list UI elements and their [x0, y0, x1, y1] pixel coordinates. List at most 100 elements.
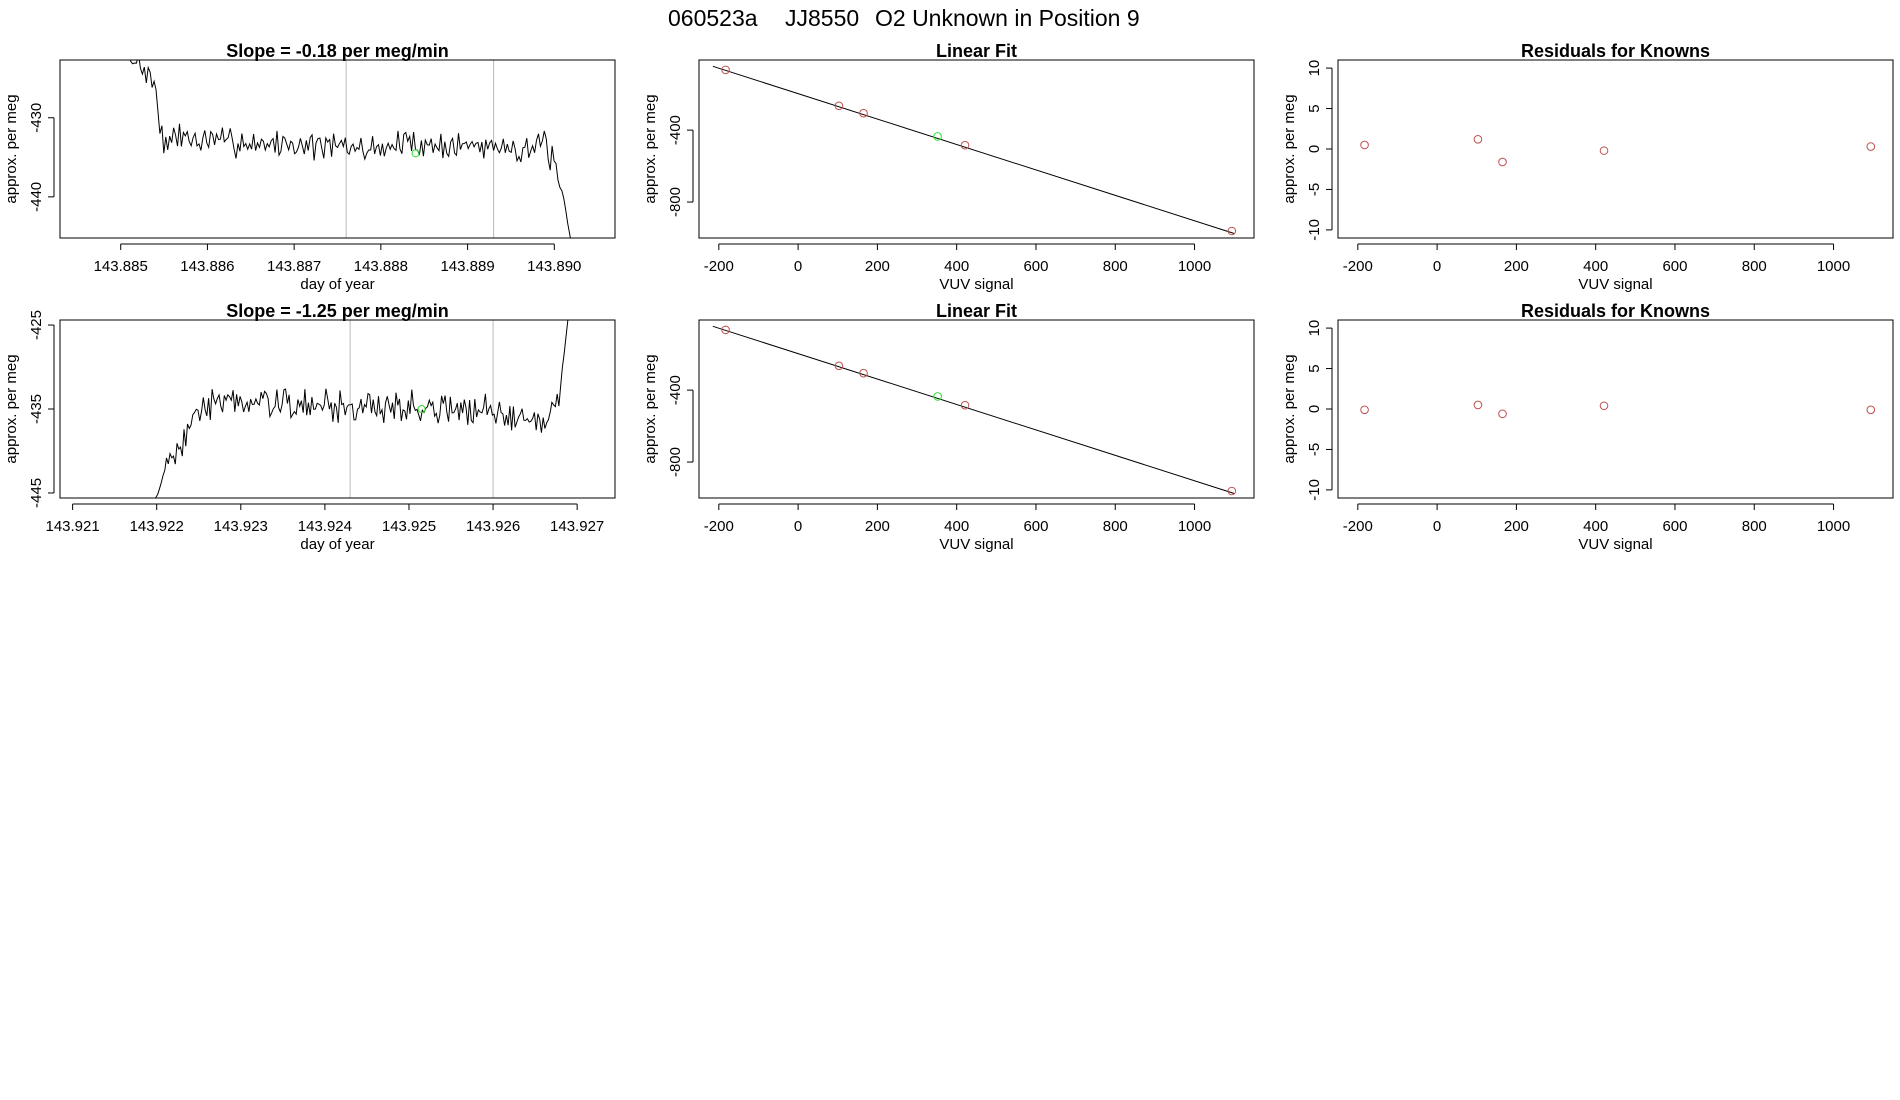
plot-area-ts1: [129, 60, 571, 238]
x-axis: -200 0 200 400 600 800 1000 VUV signal: [1343, 243, 1850, 293]
chart-title: Linear Fit: [936, 301, 1017, 321]
x-axis: -200 0 200 400 600 800 1000 VUV signal: [1343, 503, 1850, 553]
x-tick-label: 143.927: [550, 518, 604, 535]
known-point: [1599, 401, 1609, 411]
y-axis-label: approx. per meg: [642, 94, 659, 203]
known-point: [1227, 486, 1237, 496]
x-tick-label: 0: [794, 518, 802, 535]
page-title-description: O2 Unknown in Position 9: [875, 5, 1140, 31]
y-tick-label: 10: [1306, 320, 1323, 337]
x-tick-label: 1000: [1817, 258, 1850, 275]
x-tick-label: 143.922: [130, 518, 184, 535]
x-tick-label: -200: [1343, 518, 1373, 535]
x-tick-label: 200: [865, 258, 890, 275]
known-point: [1498, 409, 1507, 419]
known-point: [1360, 405, 1369, 415]
y-tick-label: -10: [1306, 219, 1323, 241]
x-axis-label: day of year: [300, 536, 374, 553]
x-tick-label: -200: [704, 258, 734, 275]
series-line: [129, 60, 571, 238]
x-tick-label: 0: [1433, 258, 1441, 275]
chart-title: Slope = -1.25 per meg/min: [226, 301, 449, 321]
y-tick-label: 0: [1306, 405, 1323, 413]
known-point: [834, 101, 844, 111]
y-axis-label: approx. per meg: [3, 94, 20, 203]
plot-frame: [698, 319, 1255, 499]
fit-line: [712, 325, 1235, 494]
x-tick-label: 143.886: [180, 258, 234, 275]
y-tick-label: -400: [667, 115, 684, 145]
known-point: [960, 140, 970, 150]
y-axis: -445 -435 -425 approx. per meg: [3, 310, 55, 508]
y-tick-label: 10: [1306, 60, 1323, 77]
known-point: [1498, 157, 1507, 167]
y-axis-label: approx. per meg: [642, 354, 659, 463]
known-point: [1360, 140, 1369, 150]
y-tick-label: -5: [1306, 183, 1323, 196]
y-tick-label: -445: [28, 478, 45, 508]
unknown-marker: [417, 405, 426, 413]
y-axis: -440 -430 approx. per meg: [3, 94, 55, 212]
x-axis: 143.921 143.922 143.923 143.924 143.925 143.9…: [45, 503, 604, 553]
x-tick-label: 0: [794, 258, 802, 275]
y-axis-label: approx. per meg: [3, 354, 20, 463]
fit-line: [712, 65, 1235, 234]
y-tick-label: 5: [1306, 364, 1323, 372]
chart-res1: Residuals for Knowns-200 0 200 400 600 800 100…: [1281, 41, 1894, 293]
x-tick-label: 143.887: [267, 258, 321, 275]
y-tick-label: -400: [667, 375, 684, 405]
x-tick-label: 400: [944, 258, 969, 275]
x-axis: -200 0 200 400 600 800 1000 VUV signal: [704, 503, 1211, 553]
x-tick-label: 600: [1662, 258, 1687, 275]
plot-frame: [59, 59, 616, 239]
y-axis-label: approx. per meg: [1281, 94, 1298, 203]
chart-title: Linear Fit: [936, 41, 1017, 61]
y-tick-label: -800: [667, 447, 684, 477]
known-point: [1599, 146, 1609, 155]
y-tick-label: -440: [28, 182, 45, 212]
x-tick-label: 400: [944, 518, 969, 535]
plot-area-fit1: [712, 65, 1237, 236]
x-tick-label: -200: [704, 518, 734, 535]
y-axis: -10 -5 0 5 10 approx. per meg: [1281, 320, 1333, 501]
plot-frame: [1337, 59, 1894, 239]
x-tick-label: 143.889: [440, 258, 494, 275]
x-tick-label: 143.926: [466, 518, 520, 535]
x-tick-label: 143.923: [214, 518, 268, 535]
x-axis-label: VUV signal: [1578, 276, 1652, 293]
y-tick-label: 5: [1306, 104, 1323, 112]
x-tick-label: -200: [1343, 258, 1373, 275]
x-tick-label: 1000: [1178, 518, 1211, 535]
known-point: [1866, 142, 1876, 151]
y-axis: -800 -400 approx. per meg: [642, 94, 694, 217]
known-point: [960, 400, 970, 410]
chart-fit2: Linear Fit -200 0 200 400 600 800 1000 VUV signa…: [642, 301, 1255, 553]
y-tick-label: -5: [1306, 443, 1323, 456]
x-tick-label: 200: [1504, 518, 1529, 535]
y-tick-label: -430: [28, 103, 45, 133]
x-tick-label: 143.885: [94, 258, 148, 275]
chart-ts2: Slope = -1.25 per meg/min 143.921 143.922 1…: [3, 301, 616, 553]
plot-frame: [1337, 319, 1894, 499]
y-axis-label: approx. per meg: [1281, 354, 1298, 463]
page-title: 060523a JJ8550 O2 Unknown in Position 9: [668, 5, 1140, 31]
x-tick-label: 600: [1023, 258, 1048, 275]
x-tick-label: 143.921: [45, 518, 99, 535]
plot-frame: [59, 319, 616, 499]
x-tick-label: 800: [1103, 518, 1128, 535]
x-tick-label: 800: [1742, 518, 1767, 535]
x-tick-label: 200: [865, 518, 890, 535]
known-point: [721, 65, 730, 75]
plot-frame: [698, 59, 1255, 239]
page-title-tank: JJ8550: [785, 5, 859, 31]
known-point: [834, 361, 844, 371]
x-axis-label: VUV signal: [939, 276, 1013, 293]
plot-area-res1: [1360, 134, 1876, 167]
x-axis-label: VUV signal: [939, 536, 1013, 553]
x-tick-label: 0: [1433, 518, 1441, 535]
chart-title: Slope = -0.18 per meg/min: [226, 41, 449, 61]
x-tick-label: 1000: [1817, 518, 1850, 535]
x-axis-label: VUV signal: [1578, 536, 1652, 553]
x-axis: -200 0 200 400 600 800 1000 VUV signal: [704, 243, 1211, 293]
x-tick-label: 800: [1742, 258, 1767, 275]
